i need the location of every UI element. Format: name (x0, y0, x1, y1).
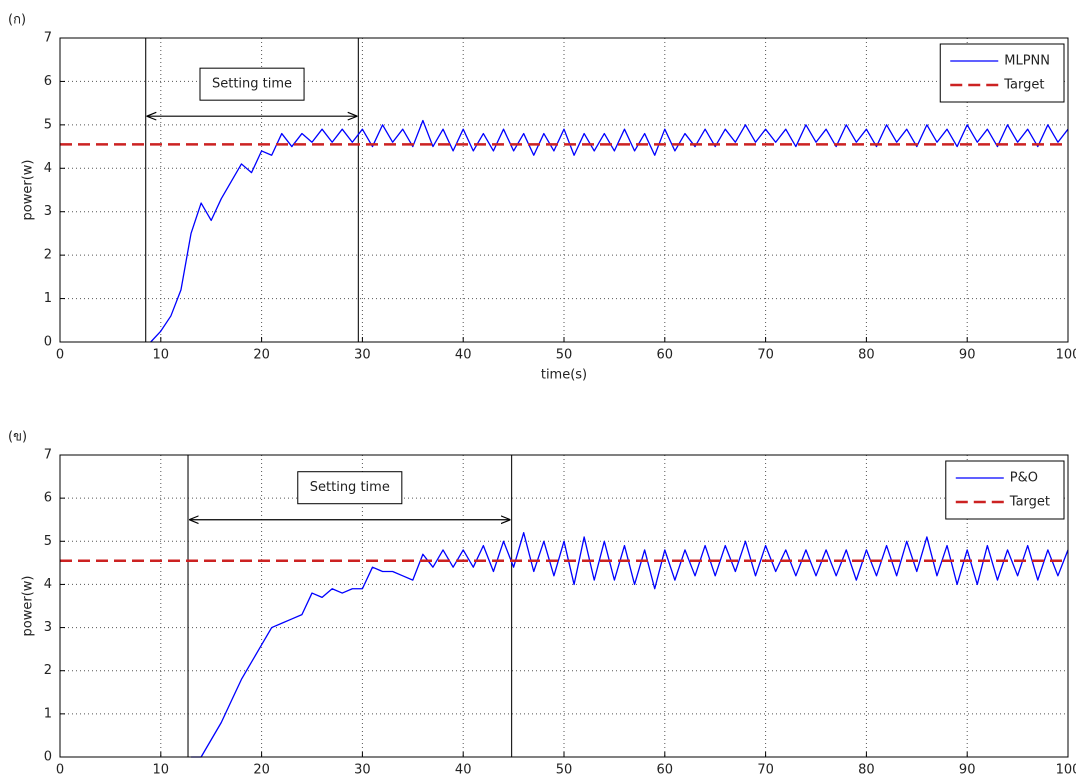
legend: P&O Target (945, 460, 1065, 520)
annotation-text: Setting time (212, 77, 292, 92)
legend-label: Target (1003, 78, 1044, 93)
y-tick-label: 4 (44, 161, 52, 176)
x-tick-label: 80 (858, 763, 875, 778)
x-tick-label: 30 (354, 763, 371, 778)
annotation-box (297, 471, 403, 505)
y-tick-label: 2 (44, 248, 52, 263)
legend-label: P&O (1010, 471, 1038, 486)
legend-label: MLPNN (1004, 54, 1050, 69)
legend-label: Target (1009, 495, 1050, 510)
panel-label: (ข) (8, 430, 27, 445)
x-tick-label: 70 (757, 348, 774, 363)
x-tick-label: 90 (959, 348, 976, 363)
plot-frame (59, 37, 1069, 343)
y-tick-label: 1 (44, 706, 52, 721)
legend-box (939, 43, 1065, 103)
x-tick-label: 60 (657, 348, 674, 363)
annotation-text: Setting time (310, 480, 390, 495)
x-tick-label: 20 (253, 763, 270, 778)
x-tick-label: 0 (56, 348, 64, 363)
series-line (191, 532, 1069, 758)
y-tick-label: 5 (44, 117, 52, 132)
x-tick-label: 40 (455, 348, 472, 363)
x-tick-label: 40 (455, 763, 472, 778)
y-tick-label: 6 (44, 491, 52, 506)
x-tick-label: 50 (556, 763, 573, 778)
x-tick-label: 30 (354, 348, 371, 363)
x-tick-label: 10 (153, 348, 170, 363)
x-tick-label: 100 (1056, 348, 1076, 363)
y-tick-label: 1 (44, 291, 52, 306)
plot-frame (59, 454, 1069, 758)
x-tick-label: 0 (56, 763, 64, 778)
x-tick-label: 100 (1056, 763, 1076, 778)
x-axis-label: time(s) (541, 368, 587, 383)
subplot: (ก) 0 10 20 30 40 50 60 70 80 90 100 0 1 2 3 4 5 6 7 time(s)… (8, 13, 1076, 383)
y-axis-label: power(w) (21, 576, 36, 637)
x-tick-label: 10 (153, 763, 170, 778)
y-tick-label: 5 (44, 534, 52, 549)
x-tick-label: 60 (657, 763, 674, 778)
y-tick-label: 7 (44, 448, 52, 463)
y-tick-label: 6 (44, 74, 52, 89)
y-tick-label: 0 (44, 750, 52, 765)
x-tick-label: 90 (959, 763, 976, 778)
panel-label: (ก) (8, 13, 26, 28)
x-tick-label: 70 (757, 763, 774, 778)
legend: MLPNN Target (939, 43, 1065, 103)
y-tick-label: 3 (44, 620, 52, 635)
x-tick-label: 50 (556, 348, 573, 363)
y-tick-label: 4 (44, 577, 52, 592)
x-tick-label: 20 (253, 348, 270, 363)
legend-box (945, 460, 1065, 520)
y-tick-label: 3 (44, 204, 52, 219)
x-tick-label: 80 (858, 348, 875, 363)
subplot: (ข) 0 10 20 30 40 50 60 70 80 90 100 0 1 2 3 4 5 6 7 power(w… (8, 430, 1076, 778)
annotation-box (199, 67, 305, 101)
y-tick-label: 7 (44, 31, 52, 46)
y-axis-label: power(w) (21, 160, 36, 221)
y-tick-label: 0 (44, 335, 52, 350)
y-tick-label: 2 (44, 663, 52, 678)
